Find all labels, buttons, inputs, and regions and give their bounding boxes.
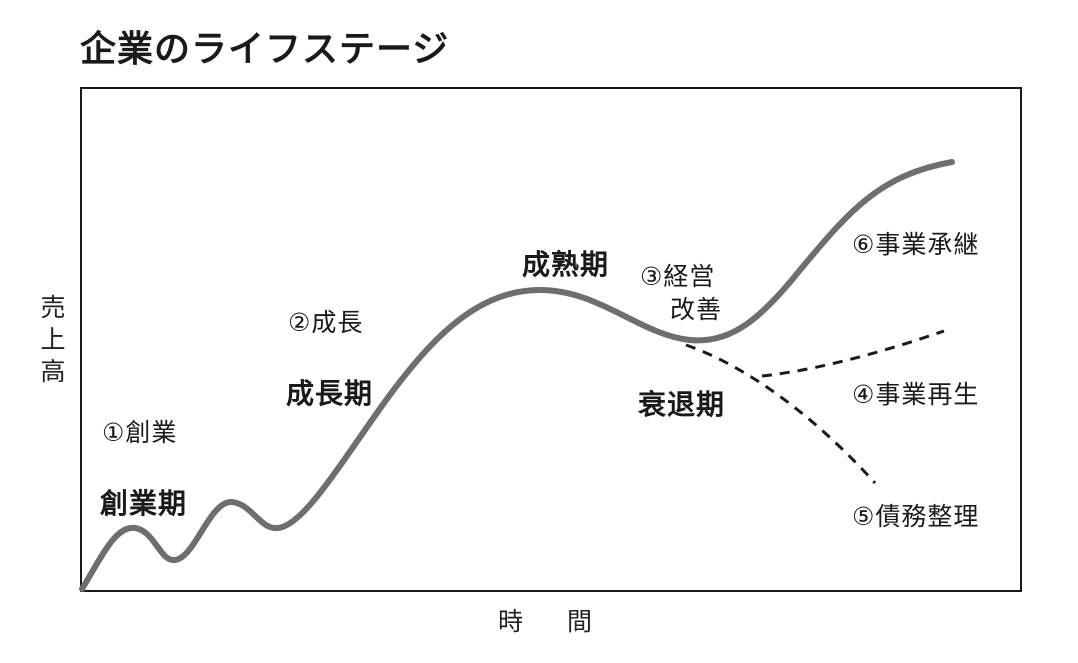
- step-1-founding: ①創業: [102, 418, 178, 447]
- y-axis-label: 売 上 高: [40, 293, 66, 386]
- phase-maturity: 成熟期: [522, 248, 610, 281]
- phase-startup: 創業期: [100, 487, 188, 520]
- phase-decline: 衰退期: [638, 388, 726, 421]
- step-3-management-improvement-line2: 改善: [670, 295, 723, 324]
- revival-dashed-curve: [761, 329, 945, 378]
- step-5-debt-restructuring: ⑤債務整理: [852, 502, 980, 531]
- step-2-growth: ②成長: [288, 308, 364, 337]
- diagram-title: 企業のライフステージ: [80, 29, 450, 70]
- x-axis-label: 時間: [498, 607, 637, 636]
- step-3-management-improvement-line1: ③経営: [640, 262, 716, 291]
- phase-growth: 成長期: [286, 377, 374, 410]
- step-4-business-revival: ④事業再生: [852, 380, 980, 409]
- sales-curve: [79, 159, 955, 592]
- chart-frame: [80, 87, 1022, 592]
- step-6-business-succession: ⑥事業承継: [852, 230, 980, 259]
- decline-dashed-curve: [685, 343, 877, 485]
